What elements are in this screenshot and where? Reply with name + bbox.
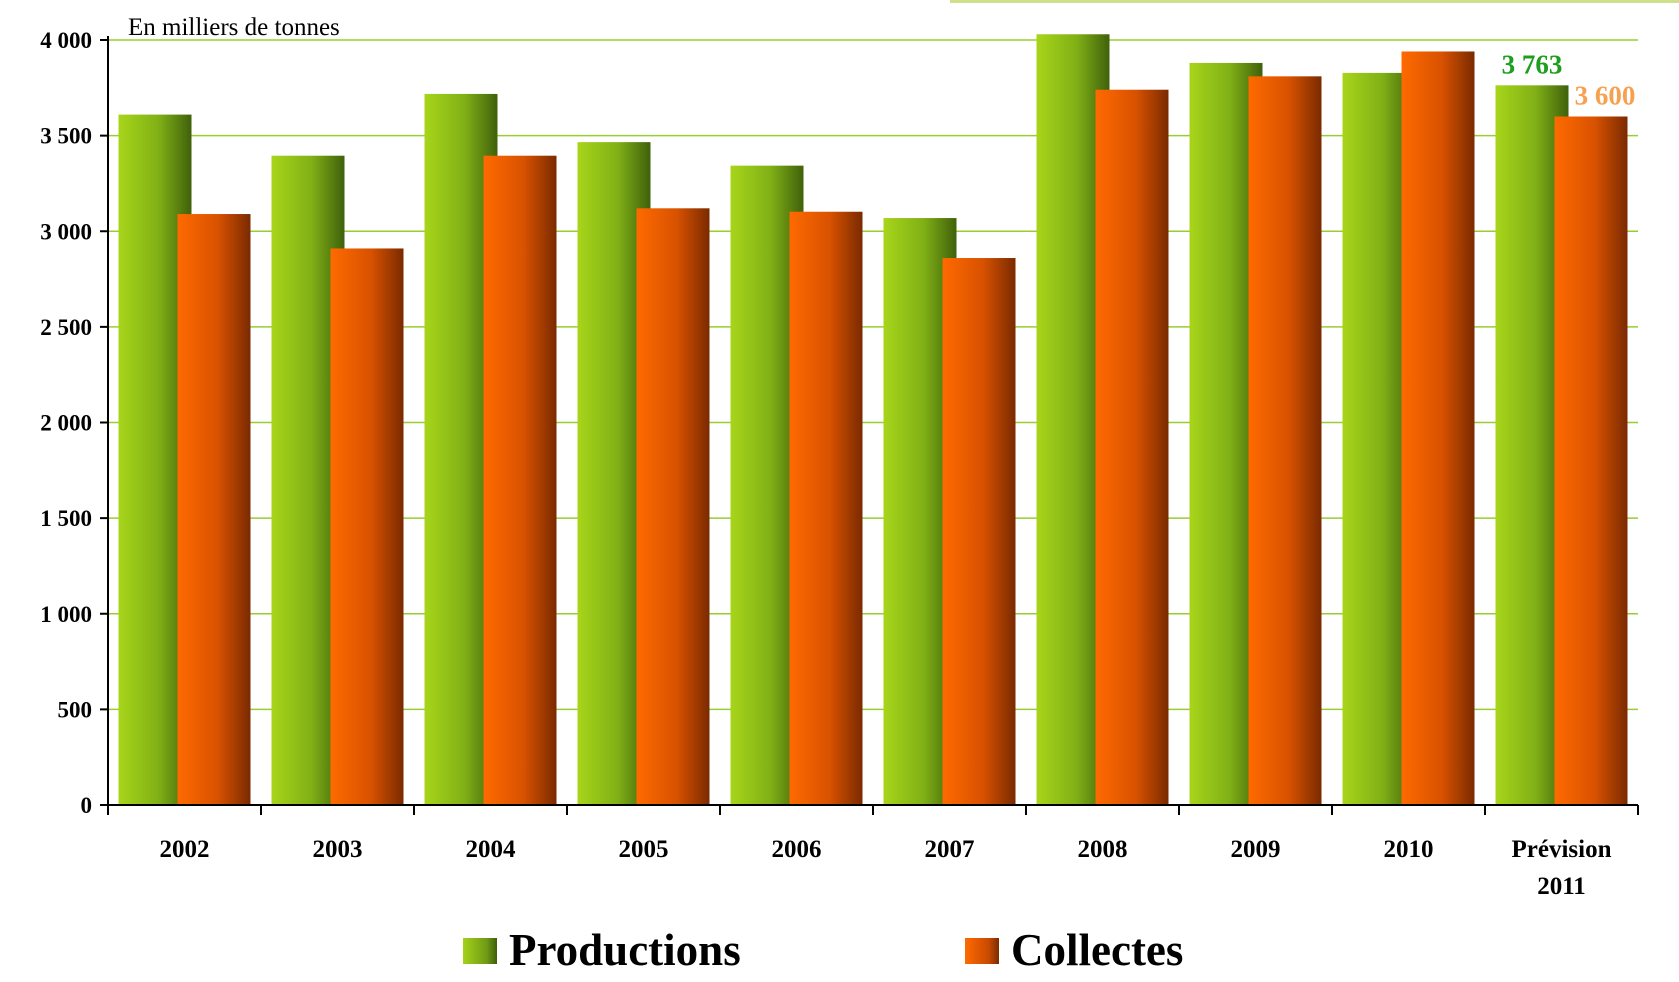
legend-label-productions: Productions [509,925,741,975]
bar-chart: 0 500 1 000 1 500 2 000 2 500 3 000 3 500 4 000 E… [40,14,1639,900]
bar-collectes-5 [942,258,1016,805]
chart-legend: Productions Collectes [0,928,1679,982]
y-tick-label: 500 [58,697,93,722]
bar-collectes-7 [1248,76,1322,805]
data-label: 3 600 [1575,81,1636,111]
bar-collectes-8 [1401,51,1475,806]
bar-collectes-3 [636,208,710,806]
y-tick-label: 1 000 [40,602,92,627]
unit-label: En milliers de tonnes [128,14,340,41]
y-tick-label: 3 500 [40,124,92,149]
y-tick-label: 0 [81,793,93,818]
bar-collectes-2 [483,155,557,806]
bar-collectes-6 [1095,89,1169,806]
legend-item-productions: Productions [463,928,741,973]
y-tick-label: 1 500 [40,506,92,531]
bar-collectes-1 [330,248,404,805]
legend-item-collectes: Collectes [965,928,1183,973]
legend-label-collectes: Collectes [1011,925,1184,975]
x-tick-label: 2006 [772,836,822,863]
bar-collectes-4 [789,211,863,805]
bar-collectes-9 [1554,116,1628,805]
y-tick-label: 3 000 [40,219,92,244]
y-tick-label: 4 000 [40,28,92,53]
x-tick-label: 2009 [1231,836,1281,863]
legend-swatch-collectes [965,937,999,964]
x-tick-label: Prévision [1512,836,1612,863]
legend-swatch-productions [463,937,497,964]
top-decoration-line [950,0,1679,3]
x-tick-label: 2003 [313,836,363,863]
y-tick-label: 2 500 [40,315,92,340]
x-tick-label: 2002 [160,836,210,863]
bar-collectes-0 [177,214,251,806]
data-label: 3 763 [1502,49,1563,79]
x-tick-label: 2011 [1537,873,1586,900]
x-tick-label: 2004 [466,836,517,863]
x-tick-label: 2007 [925,836,975,863]
x-tick-label: 2010 [1384,836,1434,863]
x-tick-label: 2008 [1078,836,1128,863]
x-tick-label: 2005 [619,836,669,863]
y-tick-label: 2 000 [40,411,92,436]
